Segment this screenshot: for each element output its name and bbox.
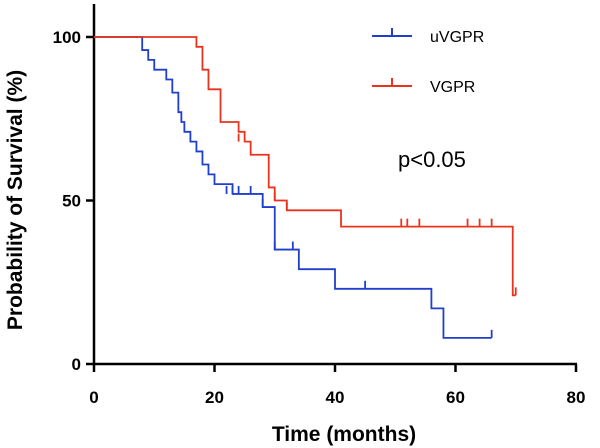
legend-label-uvgpr: uVGPR — [430, 29, 484, 46]
y-tick-label: 100 — [53, 28, 81, 47]
legend-label-vgpr: VGPR — [430, 79, 475, 96]
x-tick-label: 80 — [567, 388, 586, 407]
p-value-annotation: p<0.05 — [398, 147, 466, 172]
legend: uVGPR VGPR — [372, 28, 484, 96]
x-axis-title: Time (months) — [272, 423, 416, 446]
x-tick-label: 60 — [446, 388, 465, 407]
survival-curve-uvgpr — [94, 36, 492, 339]
x-tick-label: 40 — [326, 388, 345, 407]
x-tick-label: 0 — [89, 388, 98, 407]
y-tick-label: 0 — [72, 355, 81, 374]
y-axis-title: Probability of Survival (%) — [4, 70, 27, 330]
survival-curve-vgpr — [94, 36, 516, 297]
y-tick-label: 50 — [62, 192, 81, 211]
censor-marks — [225, 133, 517, 338]
legend-entry-uvgpr: uVGPR — [372, 28, 484, 46]
axes: 0 20 40 60 80 0 50 100 — [53, 4, 586, 407]
x-tick-label: 20 — [205, 388, 224, 407]
survival-curves — [94, 36, 516, 339]
legend-entry-vgpr: VGPR — [372, 78, 475, 96]
